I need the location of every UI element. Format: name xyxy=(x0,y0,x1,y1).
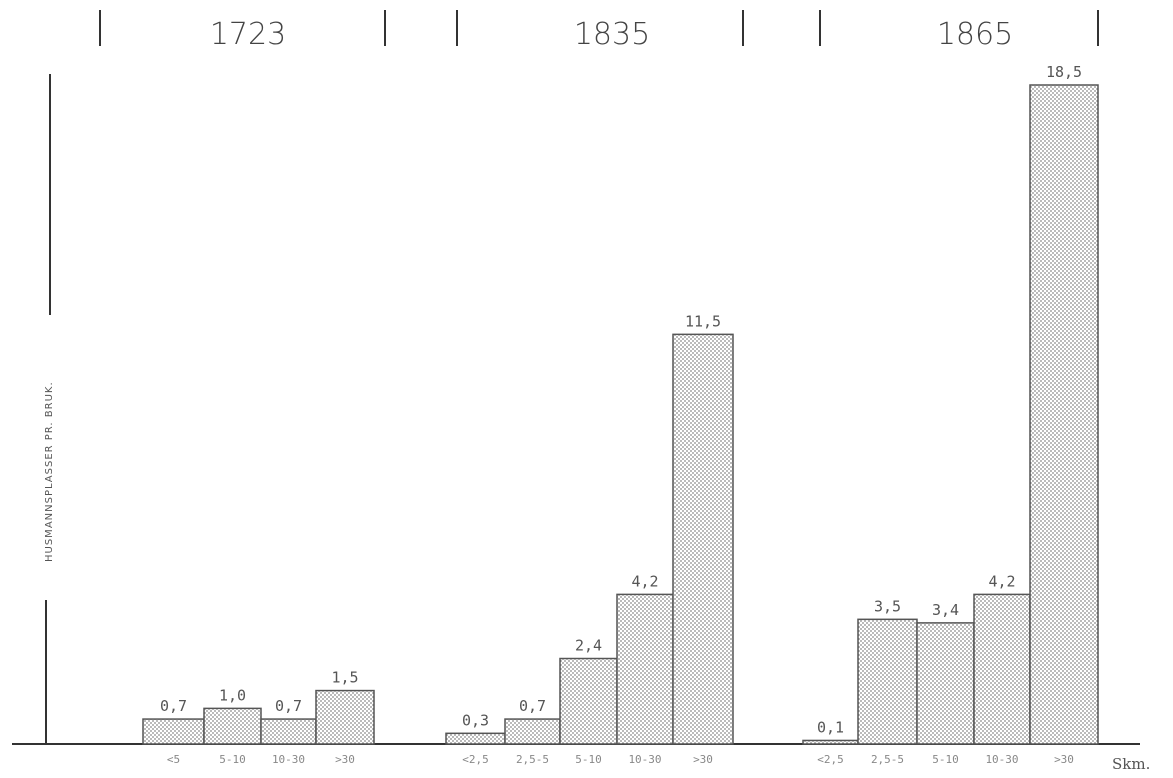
group-1723-tick-label-1: <5 xyxy=(167,753,180,766)
group-1865-tick-label-5: >30 xyxy=(1054,753,1074,766)
group-1835-tick-label-5: >30 xyxy=(693,753,713,766)
group-1723-tick-label-2: 5-10 xyxy=(219,753,246,766)
group-1723-tick-label-4: >30 xyxy=(335,753,355,766)
group-1865-value-label-4: 4,2 xyxy=(988,572,1015,590)
group-1865-value-label-2: 3,5 xyxy=(874,597,901,615)
group-1723-bar-3 xyxy=(260,718,317,745)
group-1723-year-label: 1723 xyxy=(210,17,286,52)
group-1835-tick-label-3: 5-10 xyxy=(575,753,602,766)
group-1865-bar-4 xyxy=(973,593,1031,745)
y-axis-title: HUSMANNSPLASSER PR. BRUK. xyxy=(44,381,55,562)
group-1865-tick-label-1: <2,5 xyxy=(817,753,844,766)
group-1835-bar-4 xyxy=(616,593,674,745)
group-1835-value-label-4: 4,2 xyxy=(631,572,658,590)
group-1865-bar-5 xyxy=(1029,84,1099,745)
group-1723-bar-4 xyxy=(315,689,375,745)
group-1723-bar-1 xyxy=(142,718,205,745)
group-1865-value-label-1: 0,1 xyxy=(817,718,844,736)
year-header: 1723 1835 1865 xyxy=(99,10,1099,52)
group-1723-tick-label-3: 10-30 xyxy=(272,753,305,766)
group-1835-bar-5 xyxy=(672,333,734,745)
group-1865-bar-2 xyxy=(857,618,918,745)
group-1723-bar-2 xyxy=(203,707,262,745)
group-1835-tick-label-1: <2,5 xyxy=(462,753,489,766)
group-1723-value-label-1: 0,7 xyxy=(160,697,187,715)
group-1835-value-label-2: 0,7 xyxy=(519,697,546,715)
group-1723-value-label-2: 1,0 xyxy=(219,686,246,704)
group-1865-value-label-3: 3,4 xyxy=(932,601,959,619)
group-1835-value-label-5: 11,5 xyxy=(685,312,721,330)
group-1865-year-label: 1865 xyxy=(937,17,1013,52)
group-1865-bar-1 xyxy=(802,739,859,745)
group-1723-value-label-4: 1,5 xyxy=(331,669,358,687)
group-1865-value-label-5: 18,5 xyxy=(1046,63,1082,81)
group-1865-tick-label-4: 10-30 xyxy=(985,753,1018,766)
group-1865-tick-label-3: 5-10 xyxy=(932,753,959,766)
group-1835-value-label-1: 0,3 xyxy=(462,711,489,729)
x-axis-unit: Skm. xyxy=(1112,755,1150,773)
group-1723-value-label-3: 0,7 xyxy=(275,697,302,715)
group-1835-tick-label-2: 2,5-5 xyxy=(516,753,549,766)
group-1865-tick-label-2: 2,5-5 xyxy=(871,753,904,766)
group-1835-bar-2 xyxy=(504,718,561,745)
group-1835-value-label-3: 2,4 xyxy=(575,637,602,655)
group-1835-bar-1 xyxy=(445,732,506,745)
group-1835-bar-3 xyxy=(559,657,618,745)
group-1835-year-label: 1835 xyxy=(574,17,650,52)
group-1865-bar-3 xyxy=(916,622,975,745)
group-1835-tick-label-4: 10-30 xyxy=(628,753,661,766)
bars-layer: 0,7 <5 1,0 5-10 0,7 10-30 1,5 >30 0,3 <2,5 0,7 2,5-… xyxy=(142,63,1099,766)
